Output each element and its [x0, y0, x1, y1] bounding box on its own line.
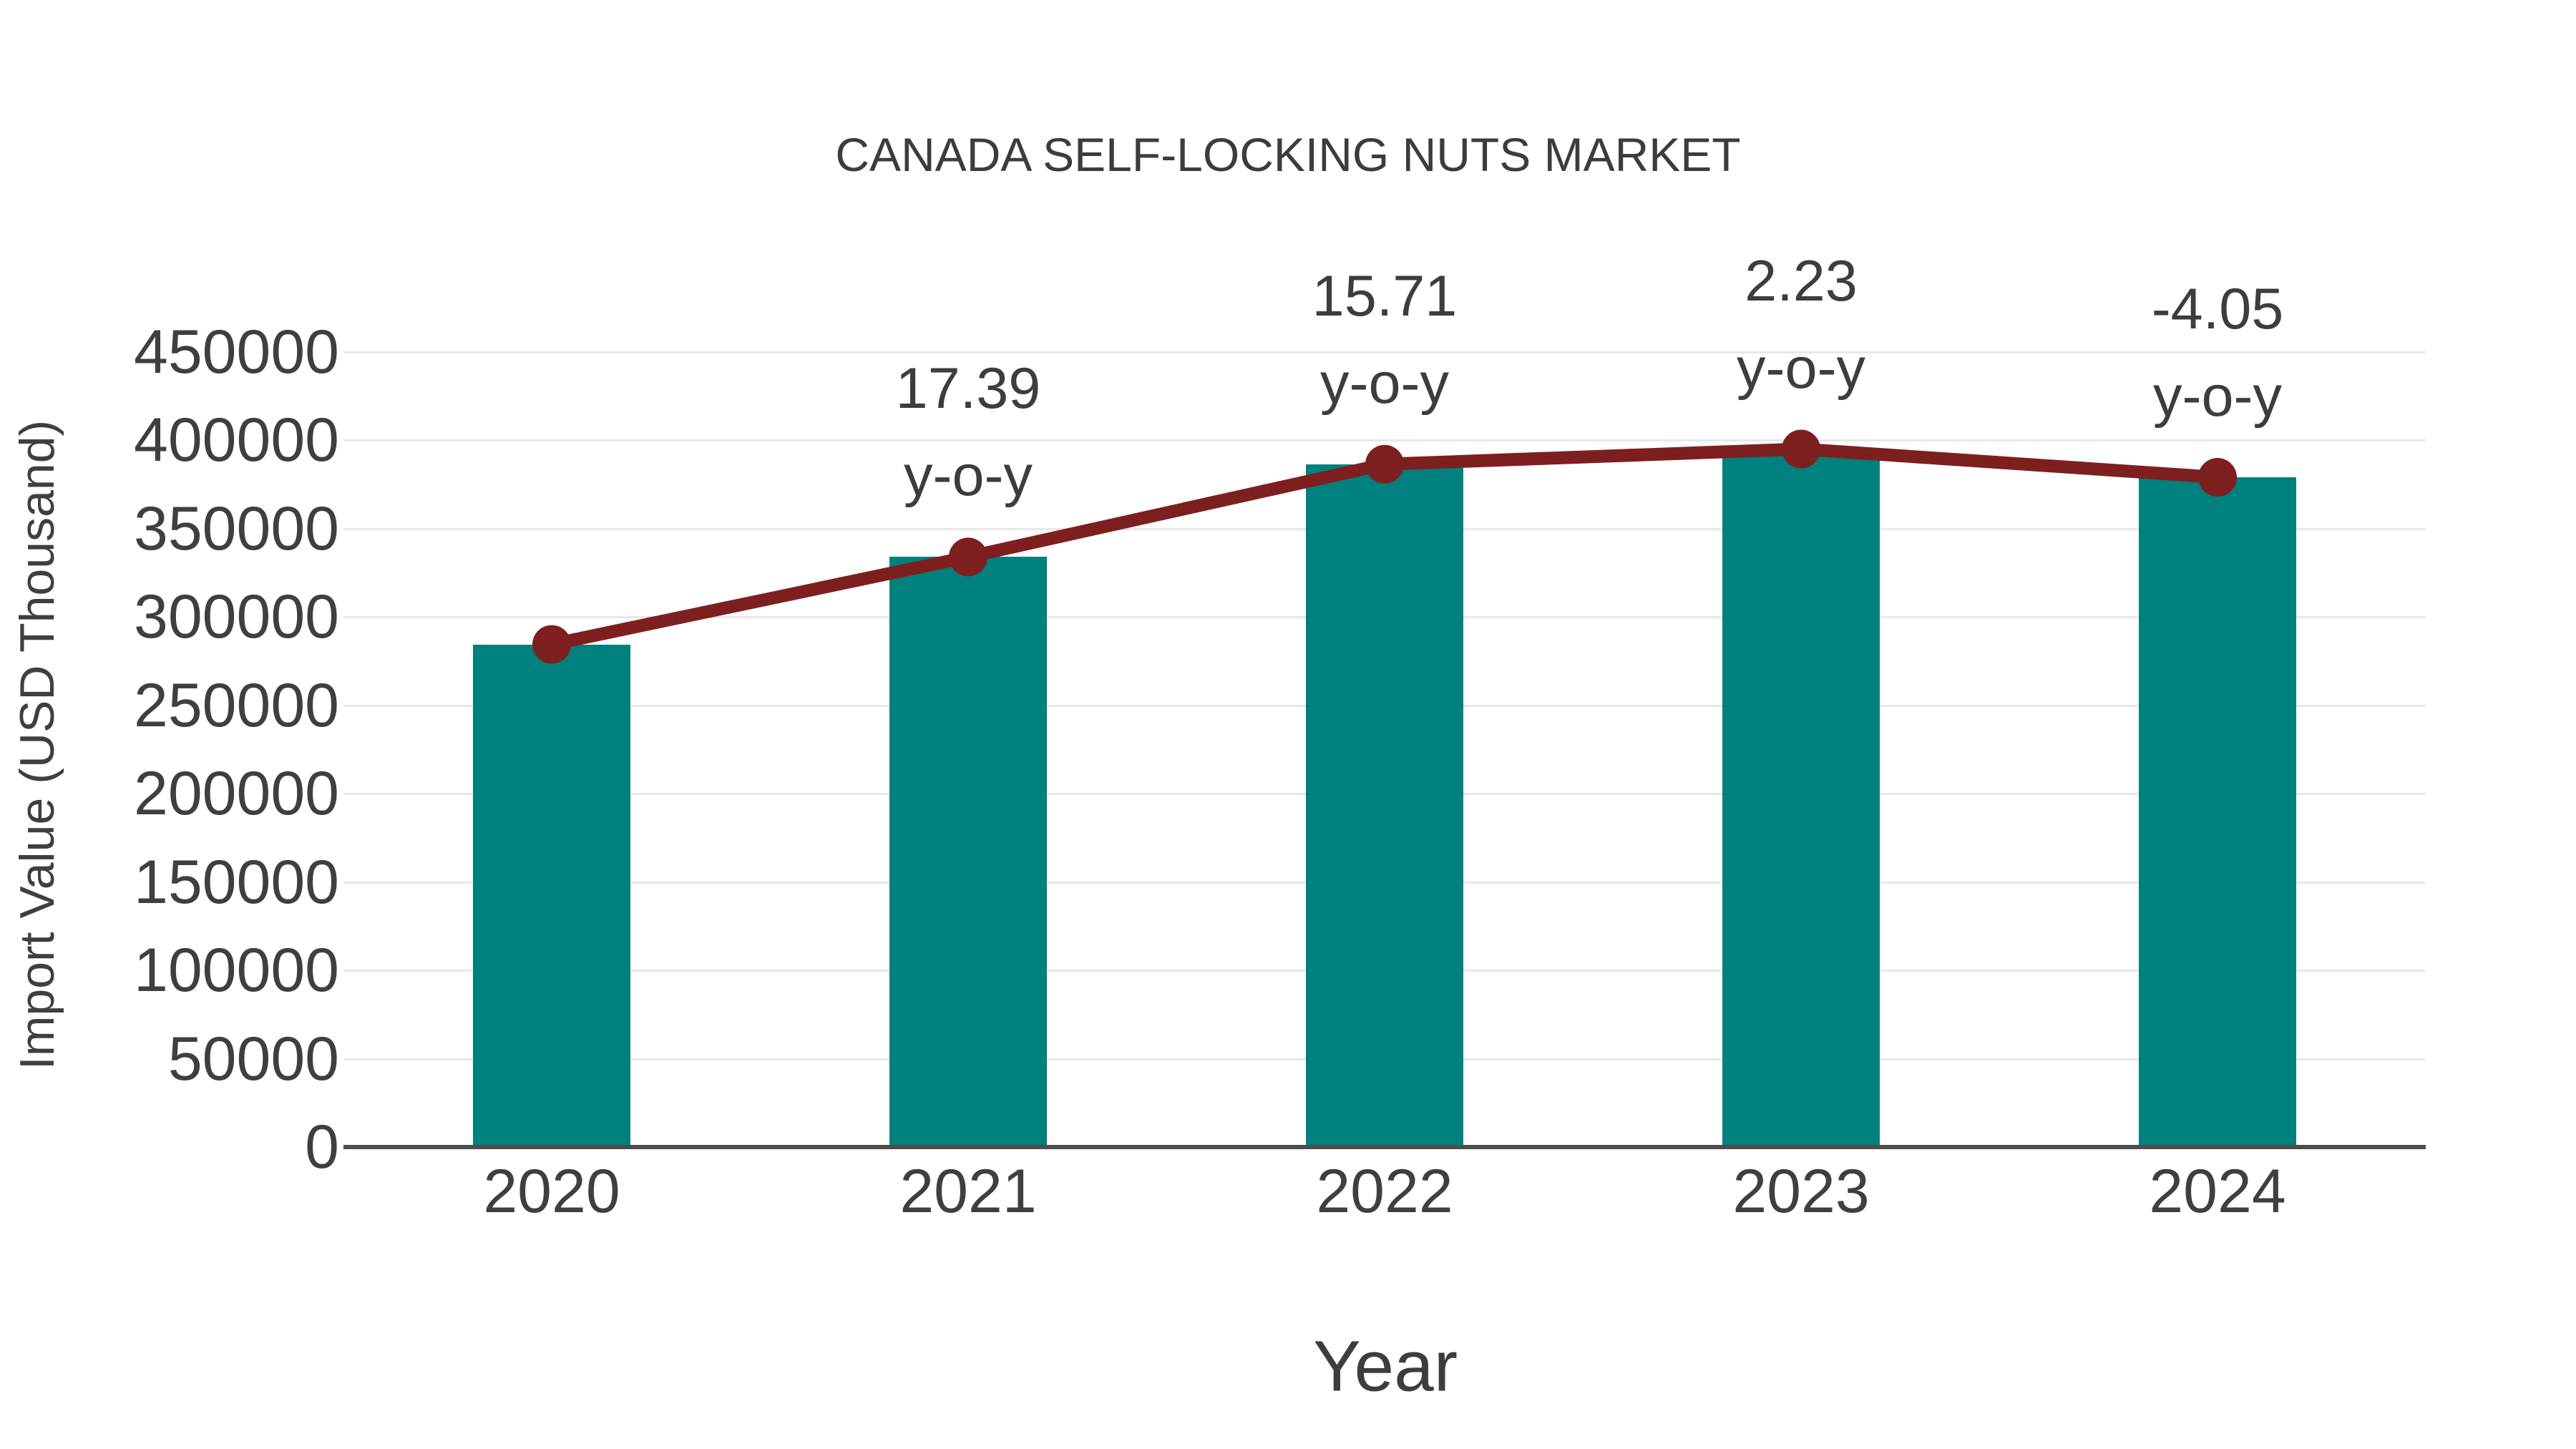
x-axis-title: Year: [1312, 1326, 1458, 1407]
yoy-value-label: 17.39: [895, 356, 1041, 421]
bar-2024: [2139, 477, 2296, 1147]
yoy-value-label: 2.23: [1745, 248, 1858, 313]
x-axis-line: [343, 1145, 2426, 1149]
yoy-value-label: 15.71: [1312, 263, 1458, 328]
yoy-annotation-2024: -4.05 y-o-y: [1967, 265, 2468, 440]
y-tick-label: 150000: [134, 847, 339, 917]
x-tick-label-2021: 2021: [899, 1157, 1037, 1226]
yoy-suffix-label: y-o-y: [904, 444, 1033, 509]
yoy-annotation-2023: 2.23 y-o-y: [1551, 238, 2051, 412]
bar-2023: [1722, 449, 1880, 1147]
bar-2022: [1306, 464, 1463, 1147]
y-tick-label: 350000: [134, 494, 339, 563]
bar-2021: [889, 557, 1047, 1147]
x-tick-label-2022: 2022: [1316, 1157, 1453, 1226]
yoy-annotation-2021: 17.39 y-o-y: [718, 345, 1219, 519]
x-tick-label-2020: 2020: [483, 1157, 620, 1226]
yoy-suffix-label: y-o-y: [2153, 364, 2282, 429]
y-tick-label: 250000: [134, 670, 339, 740]
y-tick-label: 100000: [134, 936, 339, 1005]
bar-2020: [473, 644, 630, 1147]
y-tick-label: 450000: [134, 318, 339, 386]
y-tick-label: 300000: [134, 582, 339, 652]
gridline-450000: [343, 351, 2426, 353]
yoy-value-label: -4.05: [2151, 277, 2284, 342]
yoy-suffix-label: y-o-y: [1320, 351, 1449, 416]
y-tick-label: 400000: [134, 406, 339, 475]
y-tick-label: 50000: [167, 1024, 339, 1093]
y-tick-label: 200000: [134, 759, 339, 829]
y-tick-label: 0: [305, 1113, 339, 1181]
x-tick-label-2024: 2024: [2149, 1157, 2286, 1226]
yoy-annotation-2022: 15.71 y-o-y: [1134, 253, 1635, 427]
x-tick-label-2023: 2023: [1732, 1157, 1870, 1226]
gridline-400000: [343, 439, 2426, 442]
chart-title: CANADA SELF-LOCKING NUTS MARKET: [835, 128, 1741, 181]
yoy-suffix-label: y-o-y: [1737, 336, 1865, 401]
